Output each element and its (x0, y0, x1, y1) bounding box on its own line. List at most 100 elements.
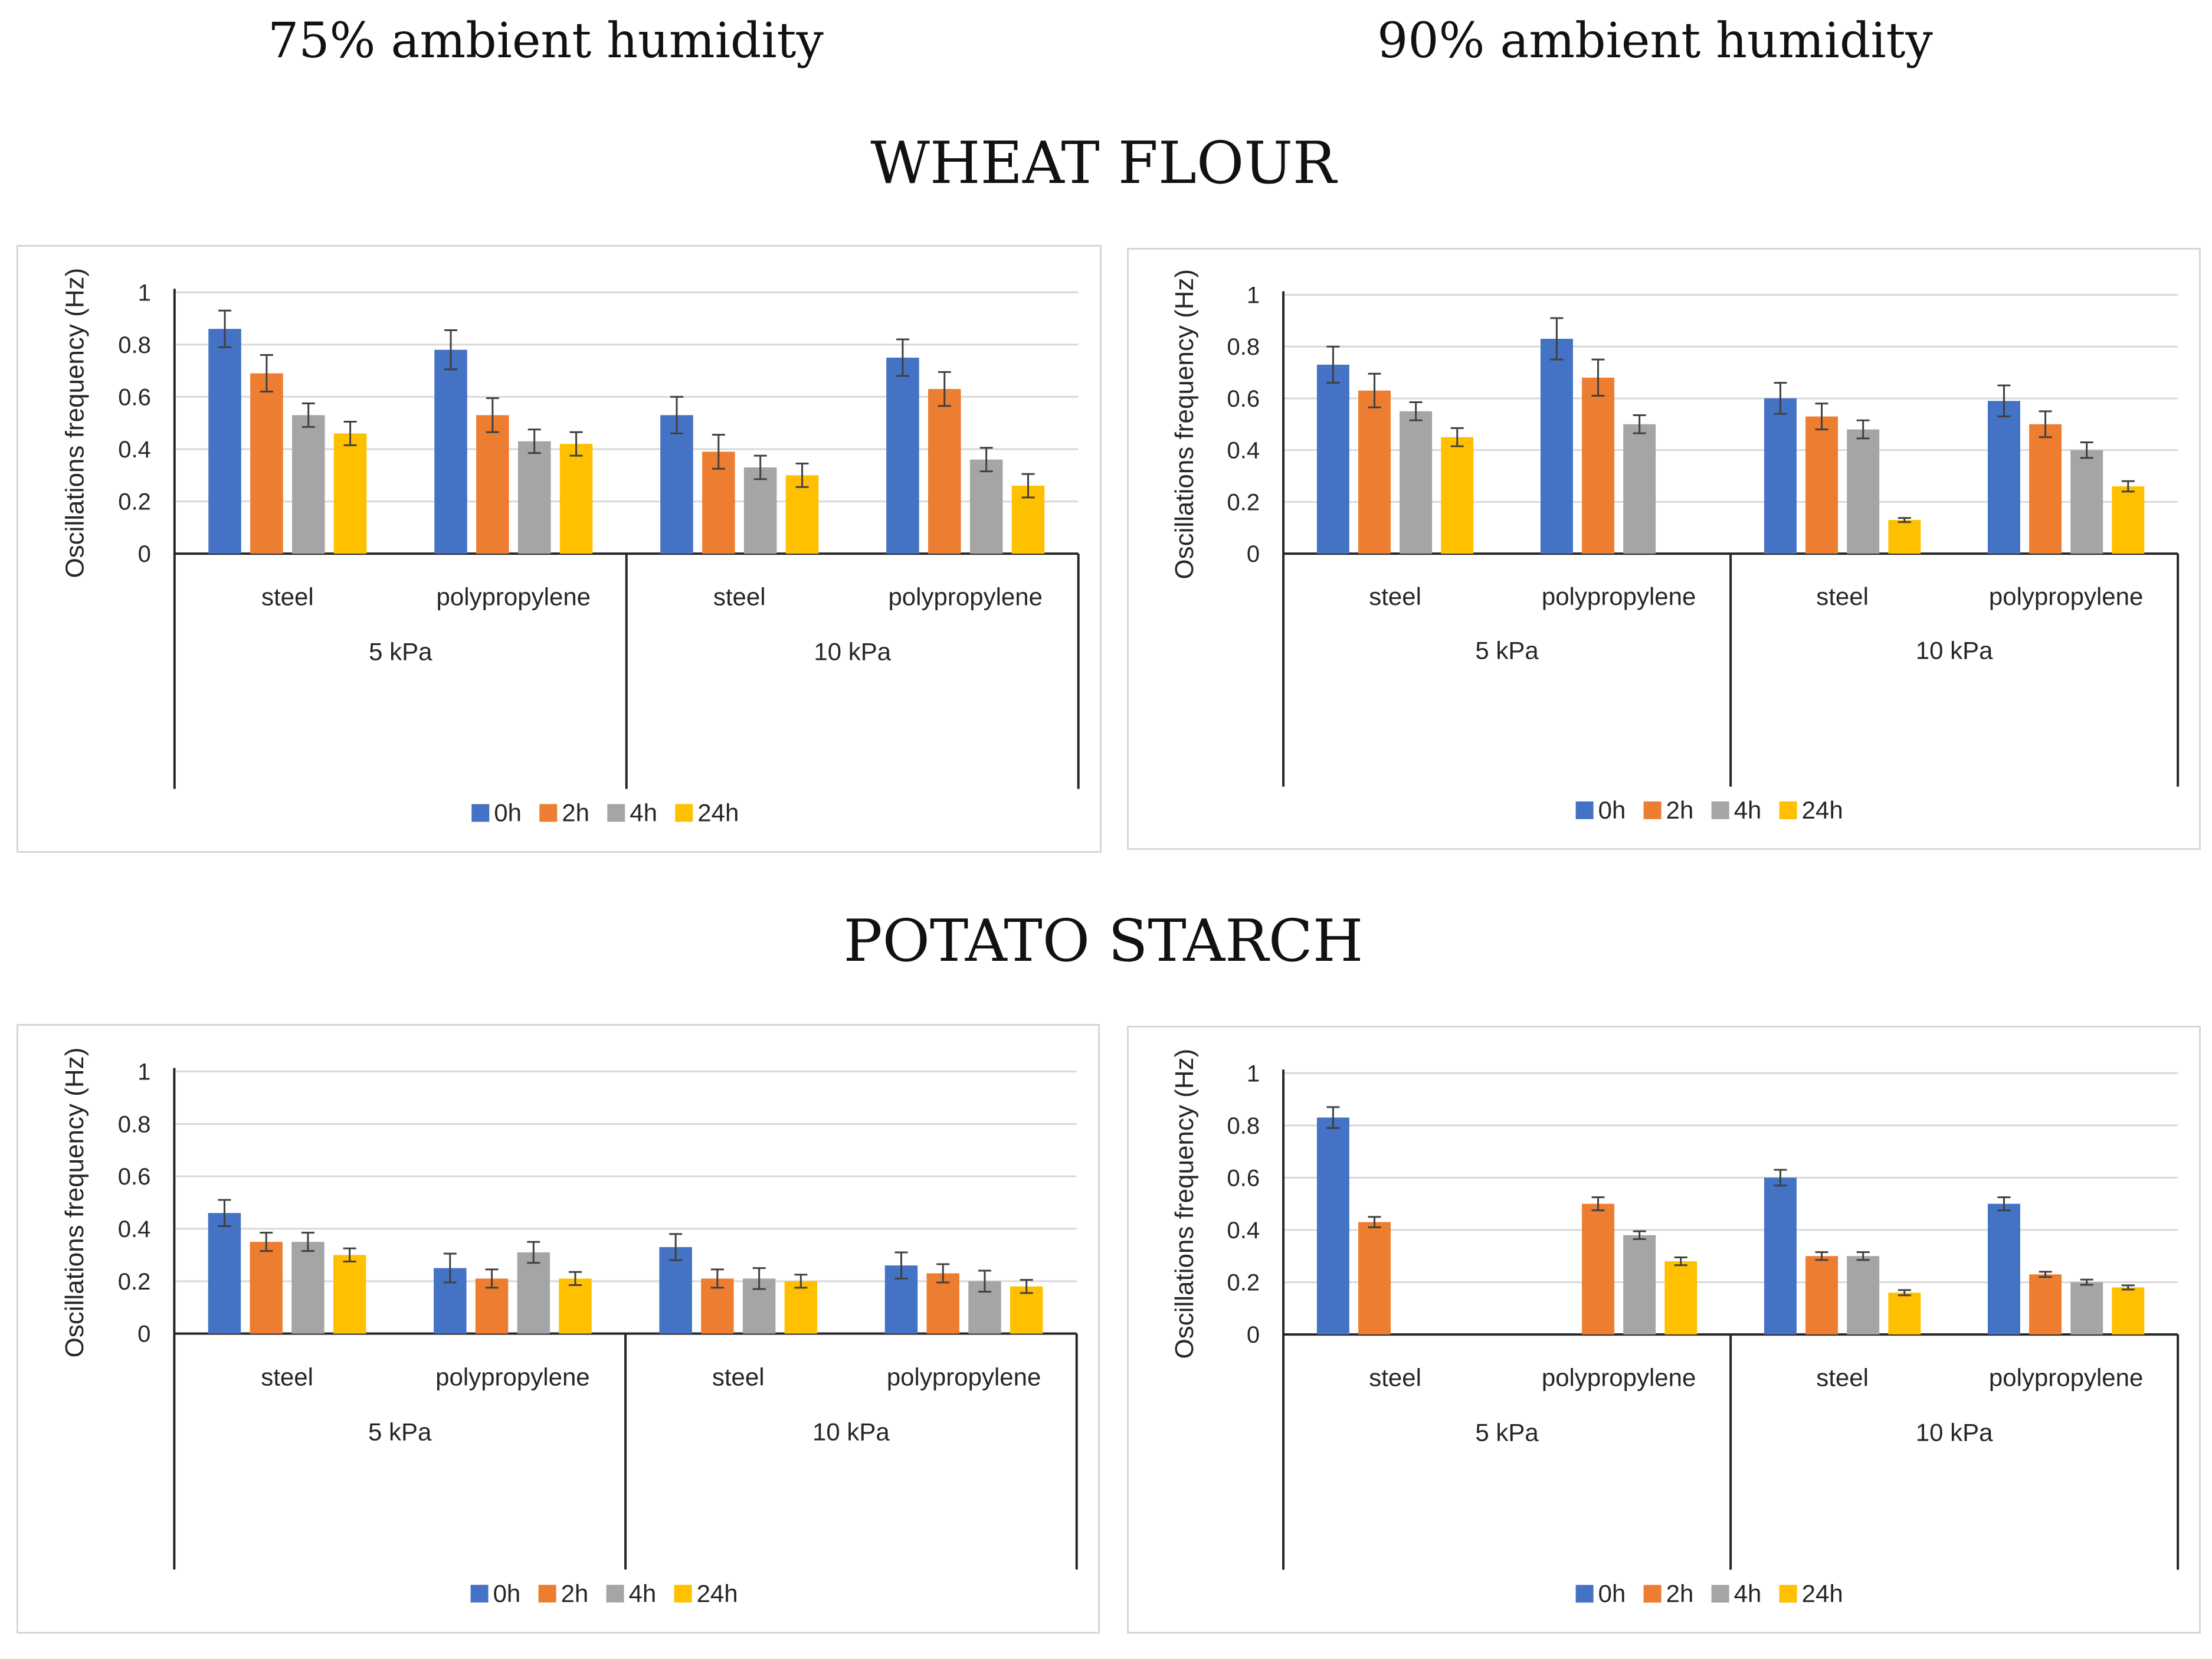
bar-24h (559, 1278, 592, 1334)
y-tick-label: 0.2 (1227, 1270, 1260, 1296)
bar-0h (434, 349, 467, 554)
category-label: steel (261, 1363, 313, 1390)
legend-label-24h: 24h (1802, 796, 1843, 824)
group-label: 10 kPa (814, 637, 891, 665)
bar-4h (517, 1252, 550, 1334)
legend-label-0h: 0h (493, 1579, 521, 1607)
bar-0h (659, 1247, 692, 1334)
legend-swatch-4h (607, 804, 625, 822)
chart-panel-potato-75: 0 0.2 0.4 0.6 0.8 1 Oscillations frequency (Hz… (17, 1024, 1100, 1634)
bar-2h (250, 1242, 283, 1334)
bar-0h (1764, 1177, 1797, 1335)
bar-24h (2112, 1287, 2145, 1335)
left-column-title: 75% ambient humidity (268, 13, 824, 69)
bar-0h (1987, 401, 2020, 554)
category-label: steel (713, 583, 766, 611)
legend-label-4h: 4h (1734, 796, 1762, 824)
legend-swatch-24h (674, 1585, 692, 1603)
legend-label-0h: 0h (494, 799, 522, 826)
bar-24h (333, 1255, 366, 1334)
legend-swatch-2h (1643, 1585, 1662, 1603)
legend-swatch-4h (1711, 801, 1729, 819)
bar-2h (1805, 416, 1839, 554)
chart-panel-wheat-90: 0 0.2 0.4 0.6 0.8 1 Oscillations frequency (Hz… (1127, 248, 2201, 850)
y-tick-label: 0.6 (118, 384, 151, 410)
y-tick-label: 0.2 (1227, 489, 1260, 515)
section-title-potato-starch: POTATO STARCH (843, 908, 1364, 975)
y-tick-label: 0.8 (1227, 334, 1260, 360)
y-tick-label: 0 (137, 1321, 150, 1347)
bar-0h (1764, 398, 1797, 554)
legend-label-2h: 2h (1666, 1579, 1694, 1607)
y-tick-label: 0.2 (118, 489, 151, 515)
group-label: 5 kPa (368, 1418, 432, 1445)
y-tick-label: 0 (138, 541, 151, 567)
chart-wheat-75: 0 0.2 0.4 0.6 0.8 1 Oscillations frequency (Hz… (60, 268, 1080, 826)
y-tick-label: 0 (1247, 1322, 1260, 1348)
bar-24h (2112, 486, 2145, 554)
bar-2h (1358, 390, 1391, 554)
category-label: steel (1816, 1364, 1869, 1392)
bar-4h (969, 459, 1003, 554)
y-tick-label: 0 (1247, 541, 1260, 567)
bar-2h (2029, 1274, 2062, 1335)
legend-swatch-24h (1779, 801, 1797, 819)
bar-4h (1400, 411, 1433, 554)
bar-4h (1847, 429, 1880, 554)
bar-4h (517, 441, 551, 554)
y-tick-label: 0.4 (118, 437, 151, 463)
bar-2h (2029, 424, 2062, 554)
category-label: polypropylene (1542, 583, 1696, 610)
bar-4h (1847, 1256, 1880, 1335)
bar-24h (333, 433, 367, 554)
legend-swatch-2h (539, 804, 558, 822)
category-label: steel (1816, 583, 1869, 610)
bar-0h (1540, 339, 1573, 554)
y-tick-label: 0.6 (118, 1164, 151, 1190)
legend-swatch-0h (471, 804, 490, 822)
group-label: 10 kPa (1916, 637, 1993, 665)
category-label: polypropylene (887, 1363, 1041, 1390)
group-label: 5 kPa (1475, 1418, 1539, 1446)
bar-24h (1010, 1286, 1043, 1334)
category-label: polypropylene (1989, 1364, 2144, 1392)
bar-0h (208, 329, 241, 554)
legend-label-2h: 2h (561, 1579, 589, 1607)
legend-swatch-0h (470, 1585, 489, 1603)
y-tick-label: 0.8 (118, 1111, 151, 1137)
category-label: steel (261, 583, 314, 611)
right-column-title: 90% ambient humidity (1377, 13, 1933, 69)
bar-4h (743, 467, 777, 554)
bar-0h (1987, 1203, 2020, 1335)
y-axis-label: Oscillations frequency (Hz) (60, 268, 89, 578)
bar-2h (476, 415, 509, 554)
legend-label-4h: 4h (629, 1579, 657, 1607)
legend-swatch-4h (1711, 1585, 1729, 1603)
group-label: 5 kPa (369, 637, 432, 665)
bar-4h (2070, 1282, 2103, 1335)
section-title-wheat-flour: WHEAT FLOUR (870, 130, 1336, 197)
y-axis-label: Oscillations frequency (Hz) (60, 1048, 89, 1358)
y-tick-label: 1 (138, 280, 151, 306)
legend-swatch-2h (1643, 801, 1662, 819)
bar-0h (208, 1213, 241, 1334)
category-label: polypropylene (1542, 1364, 1696, 1392)
legend-swatch-2h (538, 1585, 556, 1603)
legend-label-2h: 2h (562, 799, 589, 826)
y-axis-label: Oscillations frequency (Hz) (1170, 1049, 1199, 1359)
legend-label-0h: 0h (1598, 1579, 1626, 1607)
group-label: 10 kPa (812, 1418, 890, 1445)
bar-4h (291, 1242, 325, 1334)
y-tick-label: 0.2 (118, 1269, 151, 1295)
bar-24h (1664, 1261, 1697, 1335)
y-tick-label: 1 (1247, 283, 1260, 309)
legend-swatch-4h (606, 1585, 624, 1603)
legend-label-4h: 4h (630, 799, 657, 826)
y-tick-label: 0.8 (118, 332, 151, 358)
y-tick-label: 0.4 (118, 1216, 151, 1242)
y-tick-label: 1 (137, 1059, 150, 1085)
legend-label-2h: 2h (1666, 796, 1694, 824)
bar-24h (784, 1281, 818, 1334)
y-tick-label: 0.4 (1227, 1218, 1260, 1244)
category-label: steel (1369, 1364, 1421, 1392)
